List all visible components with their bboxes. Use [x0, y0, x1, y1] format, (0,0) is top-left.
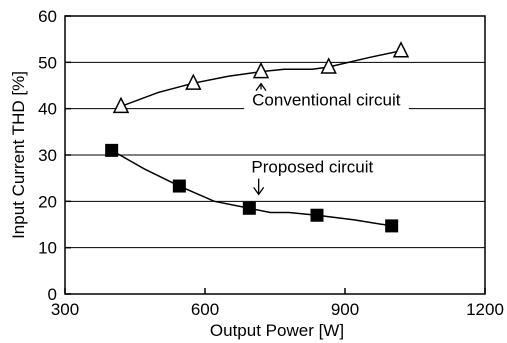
- data-point-square: [172, 179, 186, 193]
- data-point-triangle: [185, 73, 202, 90]
- y-tick-label: 20: [38, 192, 57, 211]
- tick-labels: 0 10 20 30 40 50 60 300 600 900 1200: [38, 7, 504, 319]
- annotation-background: [243, 155, 382, 179]
- series-line: [120, 50, 402, 108]
- data-point-triangle: [320, 57, 337, 74]
- annotation-label: Conventional circuit: [252, 90, 401, 109]
- annotation-arrowhead: [253, 187, 265, 196]
- annotation-arrowhead: [255, 82, 267, 91]
- axis-ticks: [64, 15, 486, 295]
- data-point-square: [310, 208, 324, 222]
- data-point-square: [105, 143, 119, 157]
- y-axis-label: Input Current THD [%]: [9, 71, 28, 239]
- x-tick-label: 600: [191, 300, 219, 319]
- data-point-triangle: [252, 61, 270, 79]
- y-tick-label: 10: [38, 239, 57, 258]
- y-tick-label: 30: [38, 146, 57, 165]
- data-point-square: [242, 201, 256, 215]
- data-point-square: [385, 219, 399, 233]
- annotations: Conventional circuit Proposed circuit: [243, 82, 409, 196]
- y-tick-label: 60: [38, 7, 57, 26]
- annotation-label: Proposed circuit: [251, 158, 373, 177]
- data-point-triangle: [392, 41, 410, 58]
- y-tick-label: 50: [38, 53, 57, 72]
- x-tick-label: 1200: [466, 300, 504, 319]
- series-lines: [111, 50, 402, 227]
- y-tick-label: 40: [38, 100, 57, 119]
- horizontal-gridlines: [65, 61, 485, 249]
- x-tick-label: 300: [51, 300, 79, 319]
- annotation-background: [244, 88, 409, 112]
- y-tick-label: 0: [48, 285, 57, 304]
- x-tick-label: 900: [331, 300, 359, 319]
- series-line: [111, 149, 392, 227]
- x-axis-label: Output Power [W]: [210, 321, 344, 340]
- series-markers: [105, 41, 410, 233]
- data-point-triangle: [112, 96, 130, 114]
